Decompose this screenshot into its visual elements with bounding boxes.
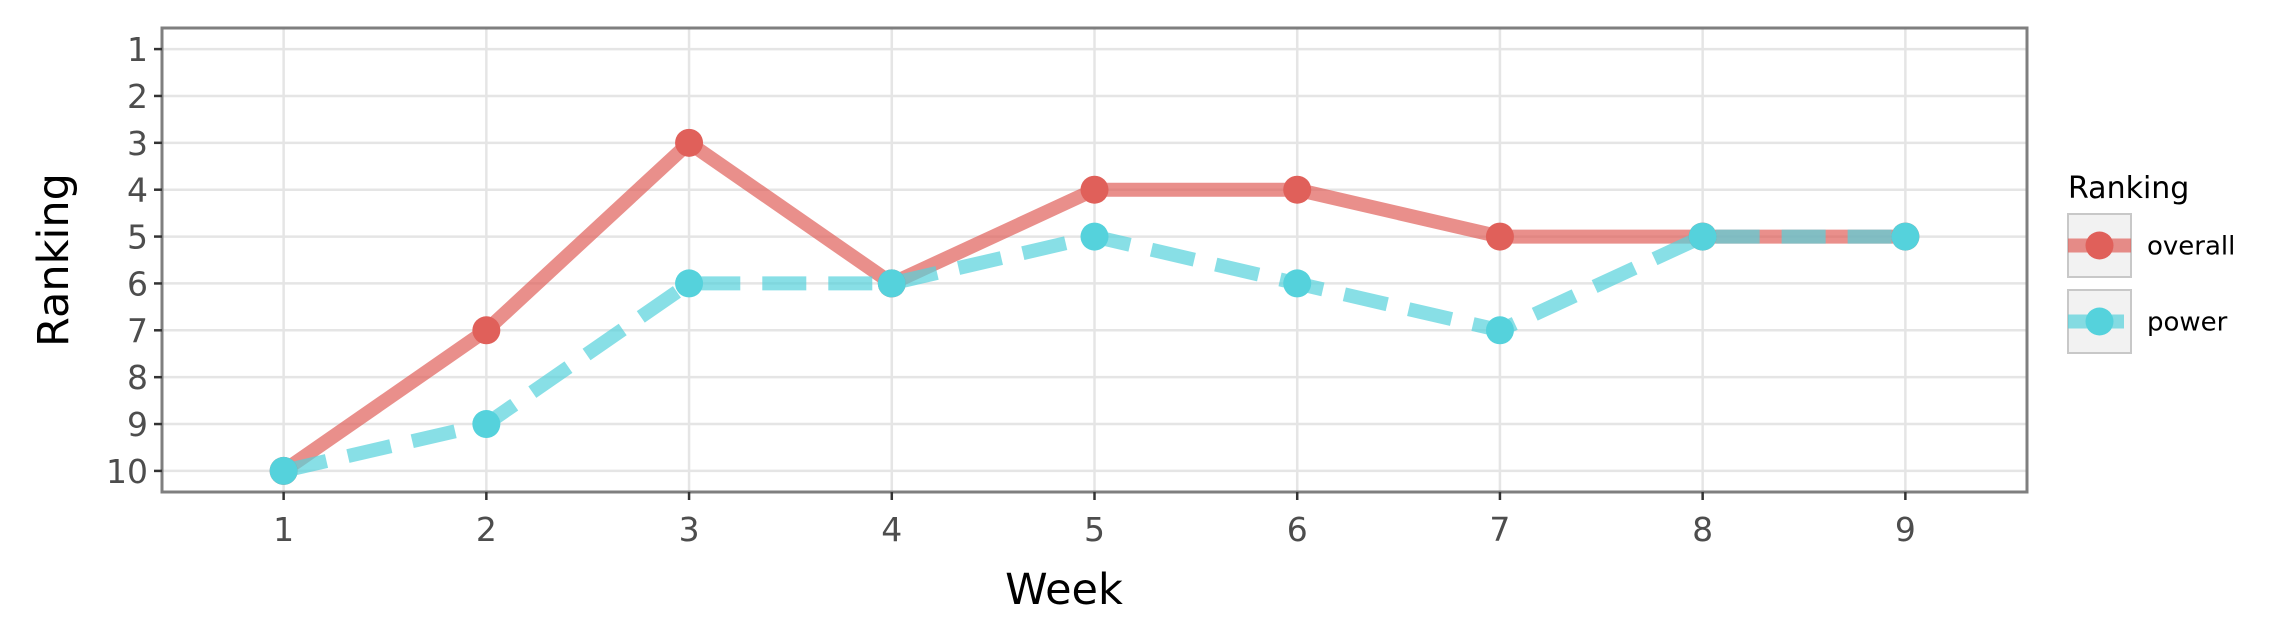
x-tick-label: 3: [679, 510, 700, 549]
y-tick-label: 7: [127, 311, 148, 350]
data-point-overall: [1485, 222, 1514, 251]
data-point-power: [472, 410, 501, 439]
data-point-overall: [1080, 175, 1109, 204]
y-tick-label: 1: [127, 30, 148, 69]
data-point-power: [269, 456, 298, 485]
y-tick-label: 5: [127, 218, 148, 257]
y-tick-label: 2: [127, 77, 148, 116]
data-point-power: [1891, 222, 1920, 251]
legend-title: Ranking: [2068, 171, 2189, 206]
legend-item-overall: overall: [2067, 213, 2235, 278]
data-point-power: [877, 269, 906, 298]
data-point-power: [1080, 222, 1109, 251]
data-point-power: [675, 269, 704, 298]
legend-key-marker: [2085, 307, 2114, 336]
legend-label: overall: [2147, 232, 2235, 262]
x-tick-label: 1: [273, 510, 294, 549]
legend-label: power: [2147, 308, 2228, 338]
data-point-power: [1688, 222, 1717, 251]
y-tick-label: 4: [127, 171, 148, 210]
x-tick-label: 4: [881, 510, 902, 549]
data-point-overall: [472, 316, 501, 345]
y-tick-label: 6: [127, 264, 148, 303]
x-tick-label: 5: [1084, 510, 1105, 549]
x-tick-label: 7: [1489, 510, 1510, 549]
y-tick-label: 8: [127, 358, 148, 397]
y-tick-label: 3: [127, 124, 148, 163]
y-tick-label: 10: [106, 452, 148, 491]
y-tick-label: 9: [127, 405, 148, 444]
legend-item-power: power: [2067, 289, 2228, 354]
x-axis-ticks: 1 2 3 4 5 6 7 8 9: [273, 492, 1916, 549]
data-point-power: [1485, 316, 1514, 345]
legend-key-marker: [2085, 231, 2114, 260]
data-point-overall: [675, 128, 704, 157]
x-tick-label: 2: [476, 510, 497, 549]
legend: Ranking overall power: [2067, 171, 2235, 354]
x-tick-label: 8: [1692, 510, 1713, 549]
y-axis-ticks: 1 2 3 4 5 6 7 8 9 10: [106, 30, 162, 491]
data-point-overall: [1283, 175, 1312, 204]
x-tick-label: 6: [1287, 510, 1308, 549]
x-axis-title: Week: [1005, 565, 1123, 615]
x-tick-label: 9: [1895, 510, 1916, 549]
series-points: [269, 128, 1920, 485]
y-axis-title: Ranking: [29, 173, 79, 347]
data-point-power: [1283, 269, 1312, 298]
